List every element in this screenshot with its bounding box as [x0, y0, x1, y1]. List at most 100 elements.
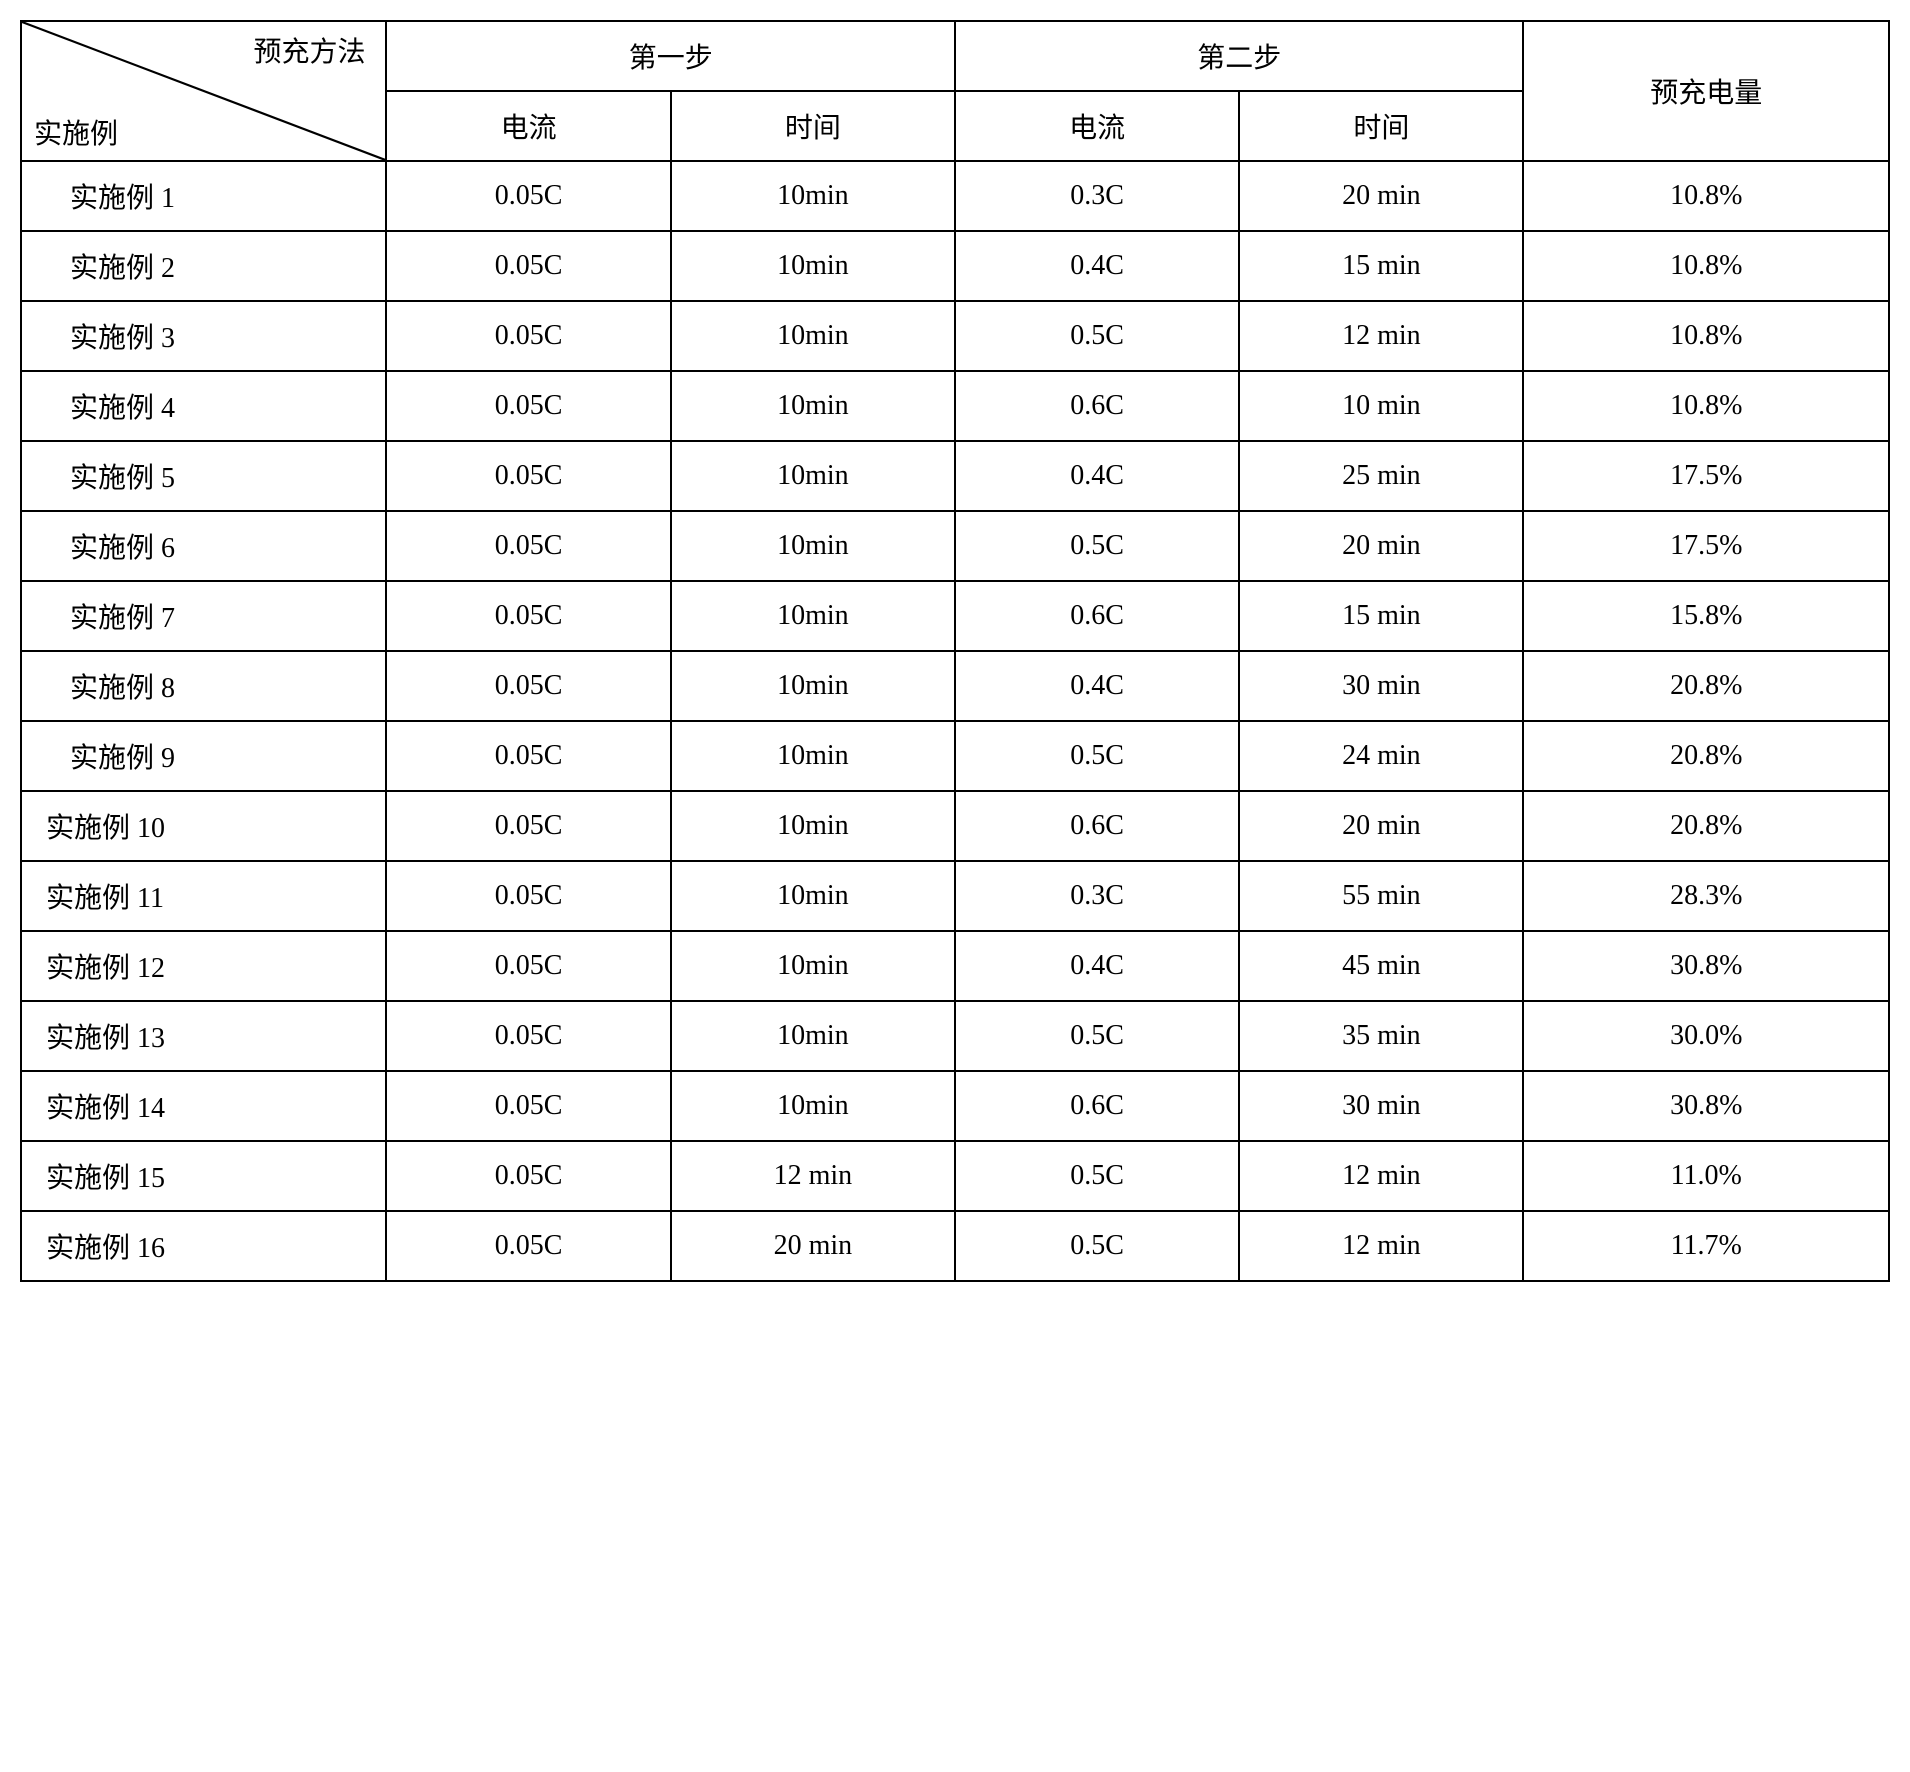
table-row: 实施例 70.05C10min0.6C15 min15.8% [21, 581, 1889, 651]
cell-step1-current: 0.05C [386, 1141, 670, 1211]
table-row: 实施例 30.05C10min0.5C12 min10.8% [21, 301, 1889, 371]
cell-precharge: 17.5% [1523, 511, 1889, 581]
cell-step2-current: 0.5C [955, 1141, 1239, 1211]
cell-precharge: 20.8% [1523, 651, 1889, 721]
cell-step2-current: 0.6C [955, 1071, 1239, 1141]
cell-step1-current: 0.05C [386, 581, 670, 651]
cell-step2-current: 0.4C [955, 651, 1239, 721]
table-row: 实施例 50.05C10min0.4C25 min17.5% [21, 441, 1889, 511]
cell-precharge: 10.8% [1523, 301, 1889, 371]
cell-step2-time: 24 min [1239, 721, 1523, 791]
cell-precharge: 11.7% [1523, 1211, 1889, 1281]
cell-step1-time: 10min [671, 1001, 955, 1071]
cell-step2-time: 20 min [1239, 511, 1523, 581]
cell-step2-time: 15 min [1239, 231, 1523, 301]
col-header-step1-current: 电流 [386, 91, 670, 161]
cell-step2-current: 0.5C [955, 511, 1239, 581]
cell-step1-time: 10min [671, 441, 955, 511]
header-row-1: 预充方法 实施例 第一步 第二步 预充电量 [21, 21, 1889, 91]
cell-step2-time: 25 min [1239, 441, 1523, 511]
cell-step1-time: 10min [671, 721, 955, 791]
cell-precharge: 11.0% [1523, 1141, 1889, 1211]
cell-precharge: 30.8% [1523, 1071, 1889, 1141]
cell-step1-time: 12 min [671, 1141, 955, 1211]
row-label: 实施例 14 [21, 1071, 386, 1141]
cell-precharge: 30.8% [1523, 931, 1889, 1001]
cell-step2-time: 45 min [1239, 931, 1523, 1001]
cell-precharge: 28.3% [1523, 861, 1889, 931]
table-row: 实施例 40.05C10min0.6C10 min10.8% [21, 371, 1889, 441]
row-label: 实施例 8 [21, 651, 386, 721]
cell-step1-current: 0.05C [386, 1001, 670, 1071]
precharge-table: 预充方法 实施例 第一步 第二步 预充电量 电流 时间 电流 时间 实施例 10… [20, 20, 1890, 1282]
row-label: 实施例 16 [21, 1211, 386, 1281]
cell-step1-current: 0.05C [386, 511, 670, 581]
table-body: 实施例 10.05C10min0.3C20 min10.8%实施例 20.05C… [21, 161, 1889, 1281]
cell-step2-time: 35 min [1239, 1001, 1523, 1071]
row-label: 实施例 4 [21, 371, 386, 441]
cell-step1-current: 0.05C [386, 1071, 670, 1141]
table-row: 实施例 20.05C10min0.4C15 min10.8% [21, 231, 1889, 301]
row-label: 实施例 3 [21, 301, 386, 371]
cell-step1-time: 20 min [671, 1211, 955, 1281]
cell-step2-time: 20 min [1239, 161, 1523, 231]
cell-step2-current: 0.5C [955, 721, 1239, 791]
cell-step1-time: 10min [671, 371, 955, 441]
row-label: 实施例 15 [21, 1141, 386, 1211]
cell-step1-current: 0.05C [386, 651, 670, 721]
cell-step1-current: 0.05C [386, 231, 670, 301]
table-row: 实施例 60.05C10min0.5C20 min17.5% [21, 511, 1889, 581]
row-label: 实施例 13 [21, 1001, 386, 1071]
cell-step1-time: 10min [671, 301, 955, 371]
table-row: 实施例 160.05C20 min0.5C12 min11.7% [21, 1211, 1889, 1281]
row-label: 实施例 6 [21, 511, 386, 581]
cell-step2-time: 10 min [1239, 371, 1523, 441]
table-head: 预充方法 实施例 第一步 第二步 预充电量 电流 时间 电流 时间 [21, 21, 1889, 161]
cell-step2-current: 0.5C [955, 301, 1239, 371]
cell-step1-current: 0.05C [386, 301, 670, 371]
row-label: 实施例 11 [21, 861, 386, 931]
row-label: 实施例 7 [21, 581, 386, 651]
cell-step1-time: 10min [671, 651, 955, 721]
col-header-step1: 第一步 [386, 21, 955, 91]
cell-step1-current: 0.05C [386, 791, 670, 861]
cell-step1-current: 0.05C [386, 441, 670, 511]
cell-step2-current: 0.3C [955, 861, 1239, 931]
cell-step2-time: 30 min [1239, 1071, 1523, 1141]
cell-step2-current: 0.3C [955, 161, 1239, 231]
table-row: 实施例 130.05C10min0.5C35 min30.0% [21, 1001, 1889, 1071]
table-row: 实施例 140.05C10min0.6C30 min30.8% [21, 1071, 1889, 1141]
cell-step2-current: 0.4C [955, 441, 1239, 511]
cell-step2-current: 0.4C [955, 931, 1239, 1001]
cell-precharge: 20.8% [1523, 721, 1889, 791]
table-row: 实施例 150.05C12 min0.5C12 min11.0% [21, 1141, 1889, 1211]
table-row: 实施例 120.05C10min0.4C45 min30.8% [21, 931, 1889, 1001]
row-label: 实施例 12 [21, 931, 386, 1001]
cell-precharge: 20.8% [1523, 791, 1889, 861]
cell-precharge: 10.8% [1523, 231, 1889, 301]
table-row: 实施例 10.05C10min0.3C20 min10.8% [21, 161, 1889, 231]
col-header-step2-time: 时间 [1239, 91, 1523, 161]
table-row: 实施例 110.05C10min0.3C55 min28.3% [21, 861, 1889, 931]
cell-step2-time: 15 min [1239, 581, 1523, 651]
cell-step2-time: 20 min [1239, 791, 1523, 861]
cell-step2-current: 0.4C [955, 231, 1239, 301]
row-label: 实施例 10 [21, 791, 386, 861]
cell-step1-time: 10min [671, 231, 955, 301]
cell-step1-current: 0.05C [386, 371, 670, 441]
cell-step1-time: 10min [671, 931, 955, 1001]
cell-step1-time: 10min [671, 861, 955, 931]
table-row: 实施例 80.05C10min0.4C30 min20.8% [21, 651, 1889, 721]
cell-step1-current: 0.05C [386, 1211, 670, 1281]
row-label: 实施例 1 [21, 161, 386, 231]
diag-top-label: 预充方法 [253, 30, 365, 70]
cell-step1-current: 0.05C [386, 931, 670, 1001]
row-label: 实施例 2 [21, 231, 386, 301]
cell-step1-time: 10min [671, 791, 955, 861]
cell-precharge: 15.8% [1523, 581, 1889, 651]
table-row: 实施例 100.05C10min0.6C20 min20.8% [21, 791, 1889, 861]
cell-step2-current: 0.6C [955, 581, 1239, 651]
col-header-precharge: 预充电量 [1523, 21, 1889, 161]
diagonal-header-cell: 预充方法 实施例 [21, 21, 386, 161]
col-header-step1-time: 时间 [671, 91, 955, 161]
